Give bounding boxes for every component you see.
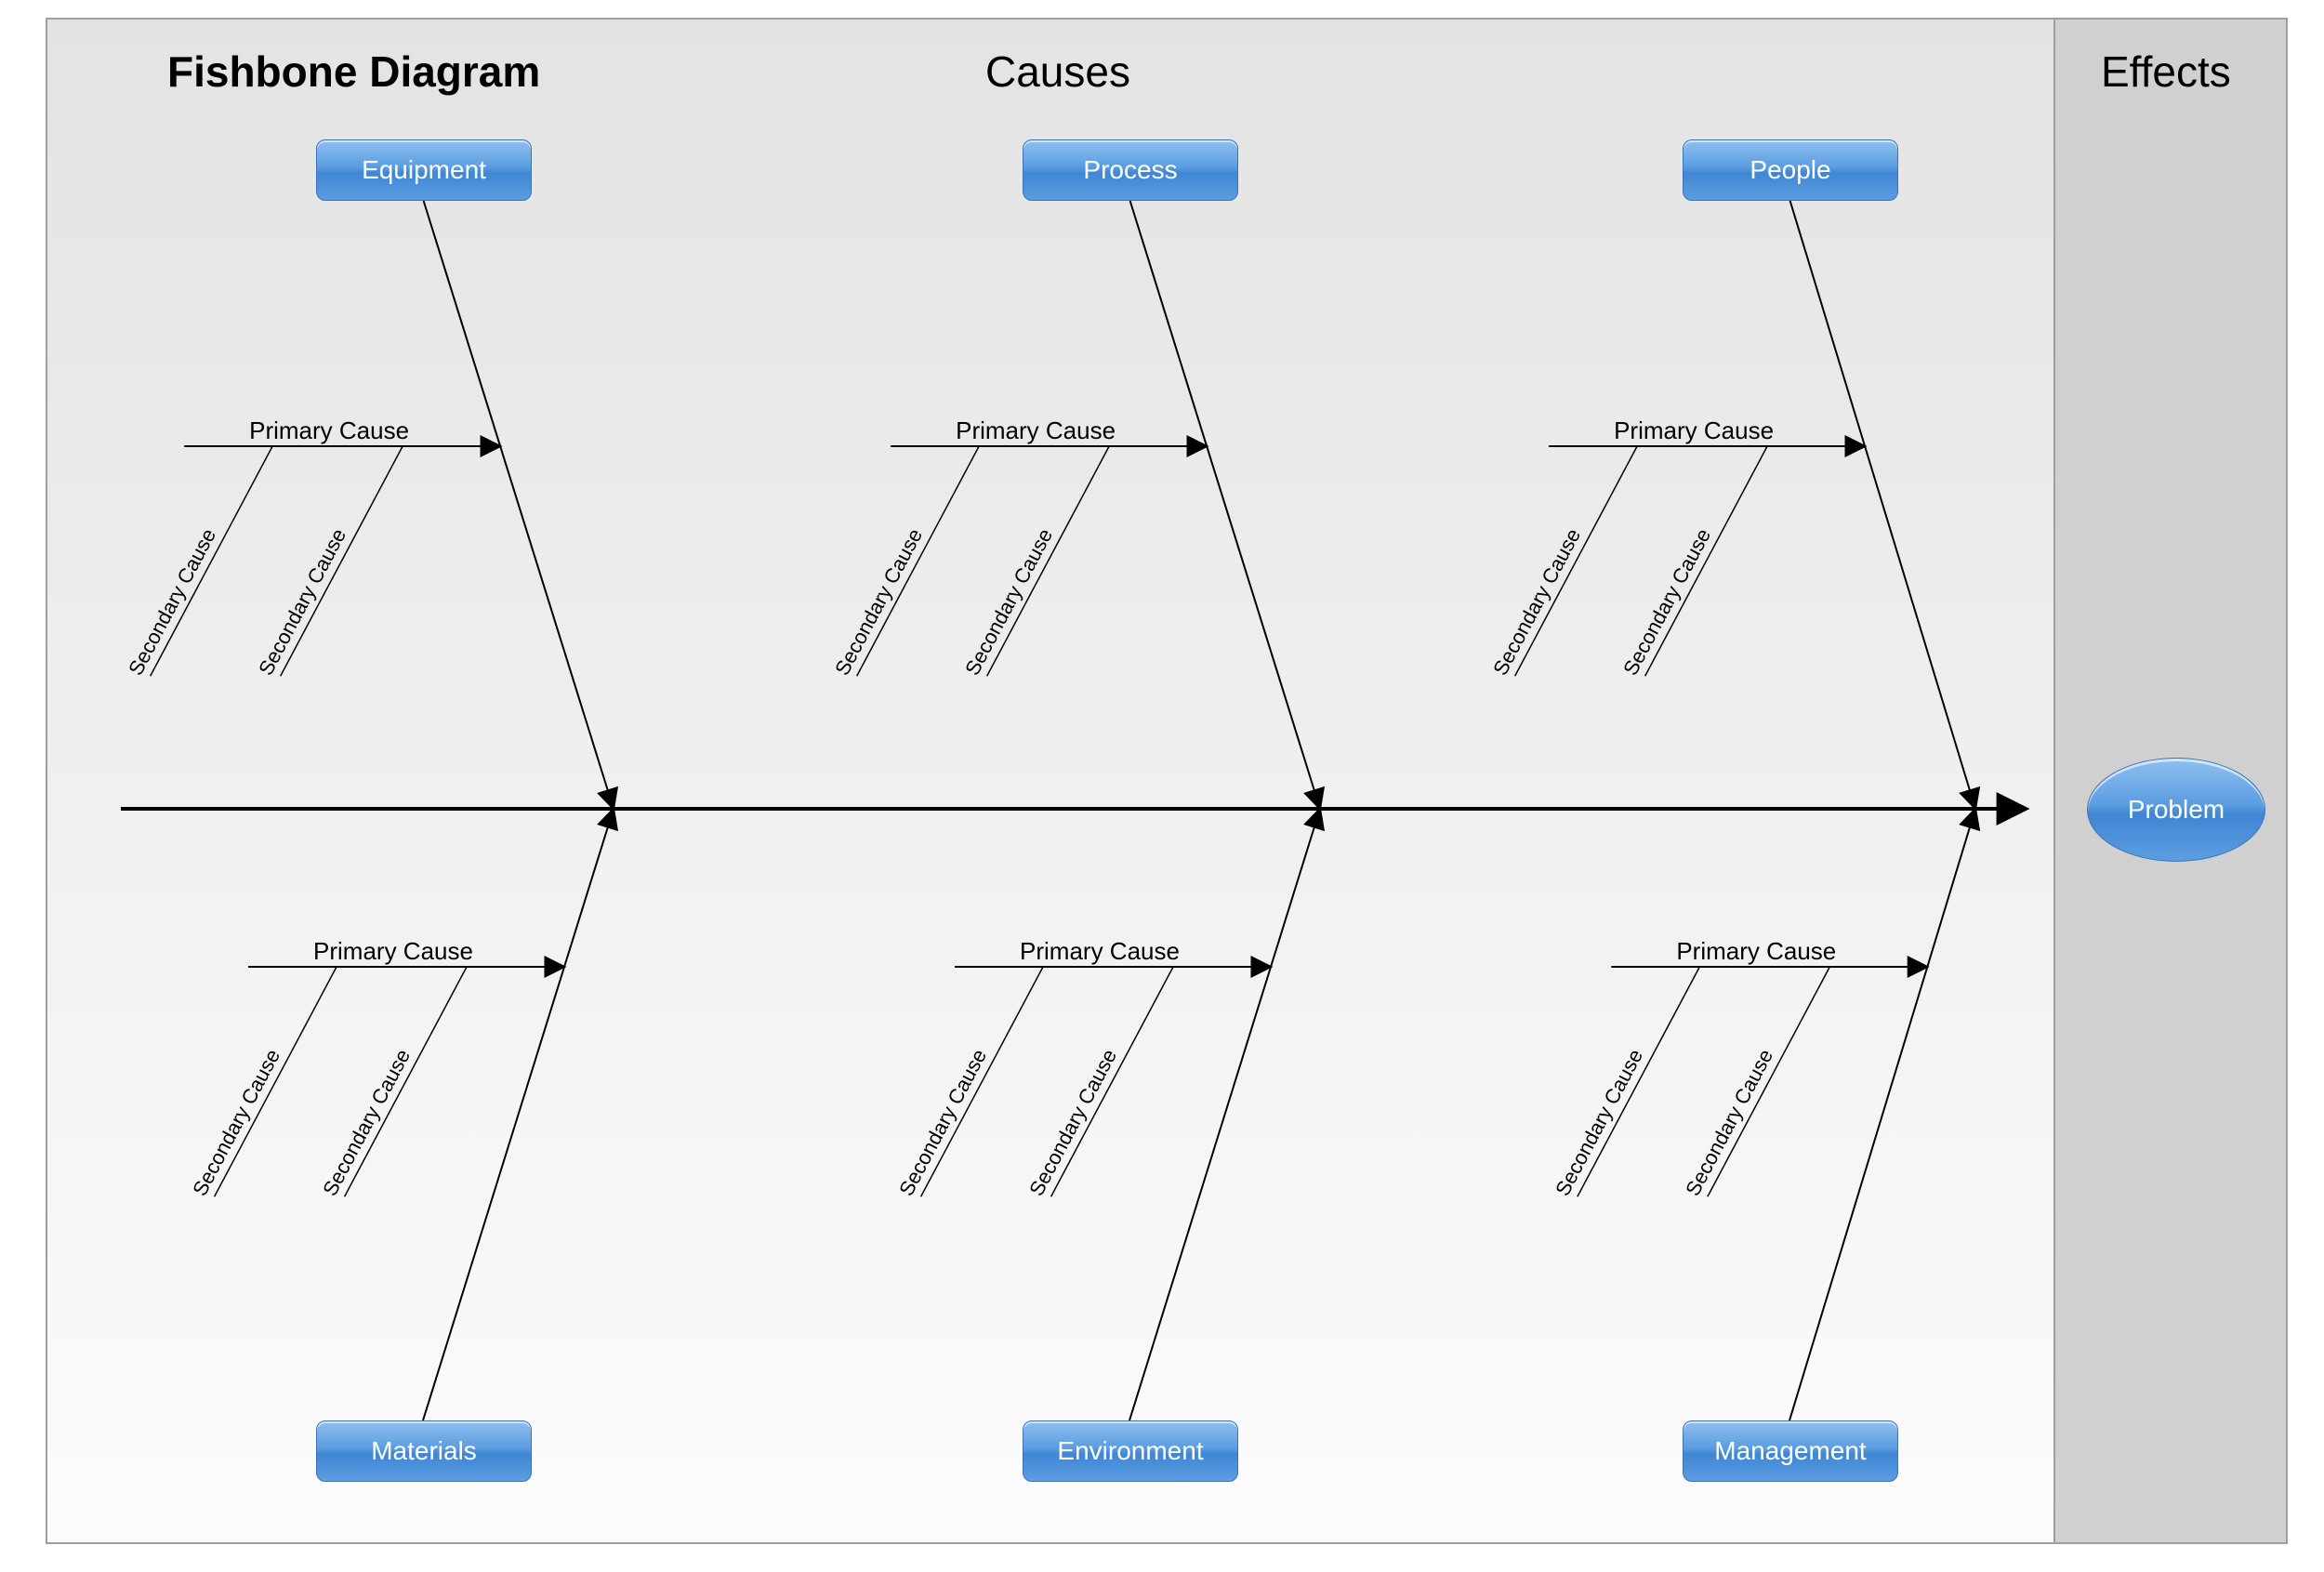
fishbone-canvas: Fishbone Diagram Causes Effects Problem Equi…: [0, 0, 2324, 1572]
primary-cause-label-management: Primary Cause: [1676, 937, 1836, 966]
title-effects: Effects: [2101, 46, 2231, 97]
causes-panel: [46, 19, 2054, 1543]
primary-cause-label-people: Primary Cause: [1614, 416, 1774, 445]
primary-cause-label-environment: Primary Cause: [1020, 937, 1180, 966]
primary-cause-label-process: Primary Cause: [956, 416, 1116, 445]
category-materials: Materials: [316, 1420, 532, 1482]
category-management: Management: [1683, 1420, 1898, 1482]
category-process: Process: [1023, 139, 1238, 201]
primary-cause-label-equipment: Primary Cause: [249, 416, 409, 445]
category-people: People: [1683, 139, 1898, 201]
fishbone-svg: [0, 0, 2324, 1572]
problem-node: Problem: [2087, 758, 2265, 862]
category-equipment: Equipment: [316, 139, 532, 201]
title-causes: Causes: [985, 46, 1130, 97]
title-main: Fishbone Diagram: [167, 46, 540, 97]
category-environment: Environment: [1023, 1420, 1238, 1482]
primary-cause-label-materials: Primary Cause: [313, 937, 473, 966]
